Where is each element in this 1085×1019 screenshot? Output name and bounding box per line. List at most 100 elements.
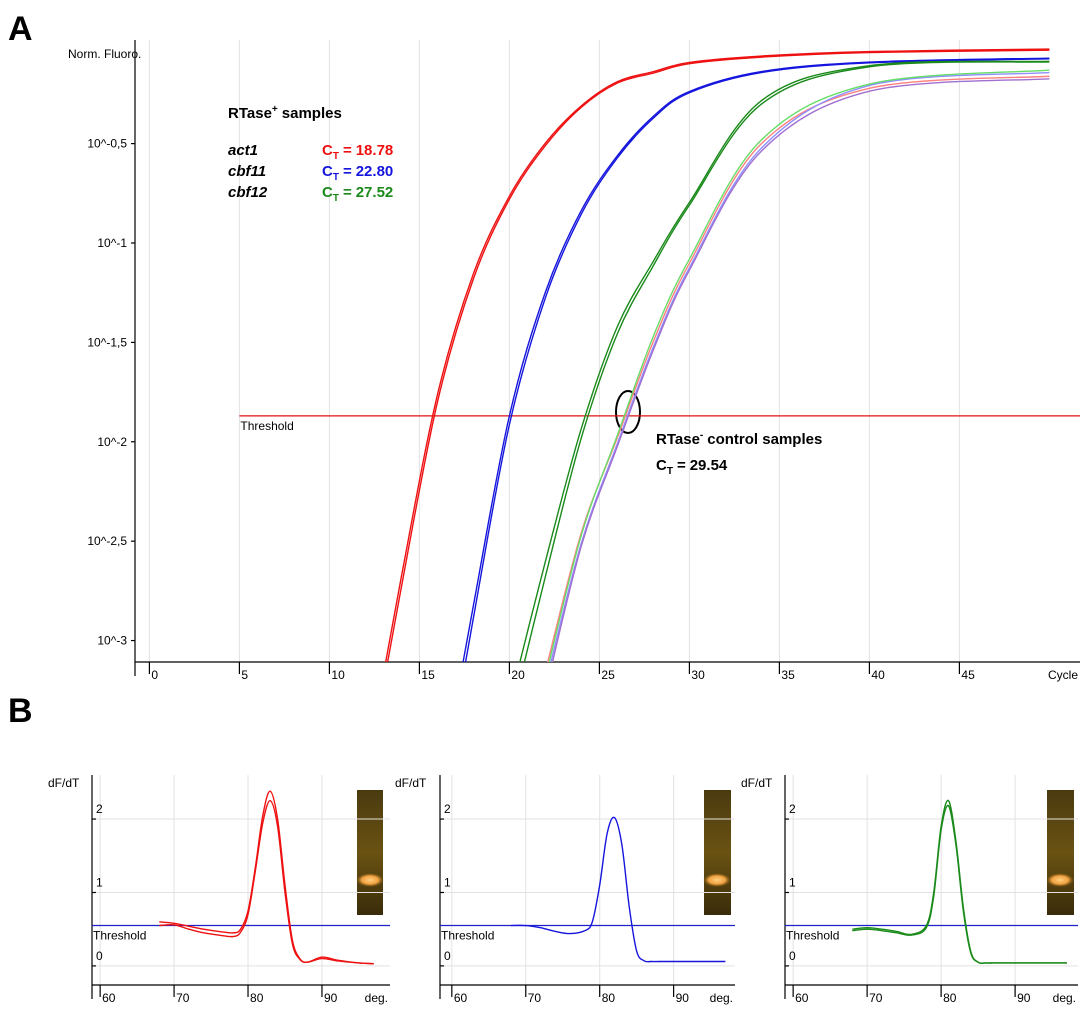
- x-axis-label: deg.: [1053, 991, 1076, 1005]
- ct-value: CT = 29.54: [656, 457, 728, 477]
- legend-name: cbf12: [228, 184, 268, 201]
- heading: RTase+ samples: [228, 104, 342, 122]
- x-tick-label: 60: [454, 991, 468, 1005]
- x-axis-label: deg.: [365, 991, 388, 1005]
- y-tick-label: 1: [444, 875, 451, 889]
- ct-subscript: T: [333, 193, 339, 204]
- series-line: [159, 800, 374, 965]
- y-tick-label: 2: [789, 802, 796, 816]
- y-tick-label: 2: [444, 802, 451, 816]
- x-tick-label: 10: [331, 668, 345, 682]
- ct-value: CT = 18.78: [322, 142, 393, 162]
- x-tick-label: 45: [961, 668, 975, 682]
- ct-sign: =: [677, 457, 686, 474]
- heading-sup: +: [272, 104, 278, 115]
- ct-sign: =: [343, 184, 352, 201]
- series-line: [519, 60, 1050, 662]
- y-axis-label: dF/dT: [48, 776, 80, 790]
- heading-text: RTase: [228, 105, 272, 122]
- x-tick-label: 40: [871, 668, 885, 682]
- y-tick-label: 2: [96, 802, 103, 816]
- y-tick-label: 10^-2: [97, 435, 127, 449]
- heading-rest: samples: [282, 105, 342, 122]
- y-tick-label: 10^-1,5: [87, 335, 127, 349]
- series-line: [386, 49, 1050, 662]
- x-tick-label: 70: [869, 991, 883, 1005]
- threshold-label: Threshold: [786, 929, 839, 943]
- series-line: [159, 790, 374, 965]
- series-line: [523, 61, 1050, 662]
- ct-subscript: T: [333, 172, 339, 183]
- ct-number: 27.52: [356, 184, 394, 201]
- ct-sign: =: [343, 163, 352, 180]
- y-tick-label: 0: [789, 949, 796, 963]
- panel-label: B: [8, 692, 33, 730]
- ct-value: CT = 22.80: [322, 163, 393, 183]
- panel-label: A: [8, 10, 33, 48]
- x-tick-label: 70: [176, 991, 190, 1005]
- y-tick-label: 0: [444, 949, 451, 963]
- x-tick-label: 15: [421, 668, 435, 682]
- x-tick-label: 30: [691, 668, 705, 682]
- ct-symbol: C: [322, 142, 333, 159]
- legend-name: act1: [228, 142, 258, 159]
- ct-symbol: C: [322, 184, 333, 201]
- x-tick-label: 80: [250, 991, 264, 1005]
- ct-number: 22.80: [356, 163, 394, 180]
- x-axis-label: deg.: [710, 991, 733, 1005]
- x-tick-label: 60: [102, 991, 116, 1005]
- y-tick-label: 10^-0,5: [87, 137, 127, 151]
- gel-inset: [356, 790, 1074, 915]
- heading-text: RTase: [656, 431, 700, 448]
- ct-number: 29.54: [690, 457, 728, 474]
- x-tick-label: 90: [1017, 991, 1031, 1005]
- series-line: [510, 816, 726, 963]
- y-tick-label: 10^-3: [97, 634, 127, 648]
- x-tick-label: 80: [602, 991, 616, 1005]
- x-axis-label: Cycle: [1048, 668, 1078, 682]
- y-tick-label: 0: [96, 949, 103, 963]
- x-tick-label: 25: [601, 668, 615, 682]
- x-tick-label: 60: [795, 991, 809, 1005]
- y-axis-label: dF/dT: [741, 776, 773, 790]
- threshold-label: Threshold: [441, 929, 494, 943]
- x-tick-label: 20: [511, 668, 525, 682]
- x-tick-label: 0: [151, 668, 158, 682]
- threshold-label: Threshold: [240, 419, 293, 433]
- heading-rest: control samples: [707, 431, 822, 448]
- heading-sup: -: [700, 430, 703, 441]
- ct-sign: =: [343, 142, 352, 159]
- series-line: [550, 71, 1050, 662]
- series-line: [548, 69, 1050, 662]
- y-tick-label: 10^-1: [97, 236, 127, 250]
- series-line: [462, 57, 1050, 662]
- heading: RTase-control samples: [656, 430, 822, 448]
- x-tick-label: 70: [528, 991, 542, 1005]
- ct-number: 18.78: [356, 142, 394, 159]
- crossing-circle: [615, 390, 641, 434]
- ct-symbol: C: [656, 457, 667, 474]
- y-axis-label: dF/dT: [395, 776, 427, 790]
- ct-value: CT = 27.52: [322, 184, 393, 204]
- series-line: [852, 804, 1067, 964]
- ct-symbol: C: [322, 163, 333, 180]
- series-line: [551, 78, 1050, 662]
- x-tick-label: 90: [676, 991, 690, 1005]
- threshold-label: Threshold: [93, 929, 146, 943]
- x-tick-label: 35: [781, 668, 795, 682]
- x-tick-label: 80: [943, 991, 957, 1005]
- y-tick-label: 10^-2,5: [87, 534, 127, 548]
- series-line: [464, 58, 1050, 662]
- y-tick-label: 1: [96, 875, 103, 889]
- x-tick-label: 90: [324, 991, 338, 1005]
- ct-subscript: T: [333, 151, 339, 162]
- legend-name: cbf11: [228, 163, 266, 180]
- ct-subscript: T: [667, 466, 673, 477]
- x-tick-label: 5: [241, 668, 248, 682]
- y-tick-label: 1: [789, 875, 796, 889]
- series-line: [384, 48, 1050, 662]
- series-line: [547, 75, 1050, 662]
- y-axis-label: Norm. Fluoro.: [68, 47, 141, 61]
